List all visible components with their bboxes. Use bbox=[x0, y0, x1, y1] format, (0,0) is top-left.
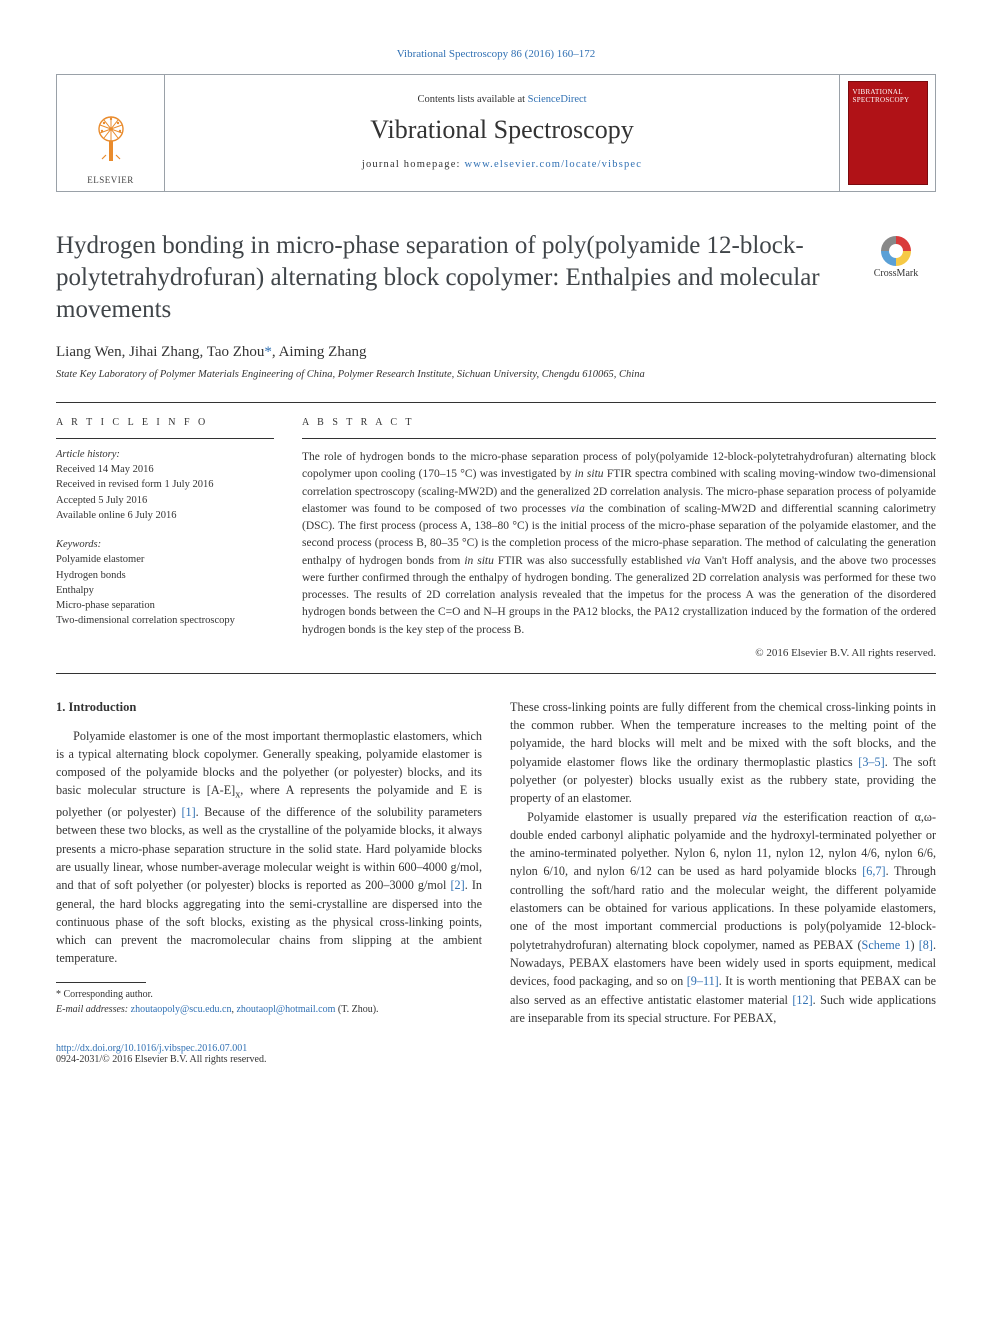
history-revised: Received in revised form 1 July 2016 bbox=[56, 477, 274, 492]
sciencedirect-link[interactable]: ScienceDirect bbox=[528, 94, 587, 105]
doi-block: http://dx.doi.org/10.1016/j.vibspec.2016… bbox=[56, 1043, 936, 1065]
abstract-text: The role of hydrogen bonds to the micro-… bbox=[302, 449, 936, 639]
homepage-prefix: journal homepage: bbox=[362, 159, 465, 170]
journal-header-center: Contents lists available at ScienceDirec… bbox=[165, 75, 839, 191]
article-history: Article history: Received 14 May 2016 Re… bbox=[56, 447, 274, 523]
cover-thumb-cell: VIBRATIONAL SPECTROSCOPY bbox=[839, 75, 935, 191]
doi-link[interactable]: http://dx.doi.org/10.1016/j.vibspec.2016… bbox=[56, 1043, 247, 1054]
journal-header-box: ELSEVIER Contents lists available at Sci… bbox=[56, 74, 936, 192]
keyword: Hydrogen bonds bbox=[56, 568, 274, 583]
journal-homepage-line: journal homepage: www.elsevier.com/locat… bbox=[173, 159, 831, 170]
email-label: E-mail addresses: bbox=[56, 1004, 128, 1015]
crossmark-icon bbox=[881, 236, 911, 266]
elsevier-tree-icon bbox=[84, 111, 138, 173]
history-received: Received 14 May 2016 bbox=[56, 462, 274, 477]
abstract-label: A B S T R A C T bbox=[302, 417, 936, 428]
contents-prefix: Contents lists available at bbox=[417, 94, 527, 105]
cover-title: VIBRATIONAL SPECTROSCOPY bbox=[853, 88, 923, 105]
divider-top bbox=[56, 402, 936, 403]
corr-email-1[interactable]: zhoutaopoly@scu.edu.cn bbox=[131, 1004, 232, 1015]
authors-line: Liang Wen, Jihai Zhang, Tao Zhou*, Aimin… bbox=[56, 344, 936, 361]
intro-paragraph-3: Polyamide elastomer is usually prepared … bbox=[510, 808, 936, 1028]
contents-available-line: Contents lists available at ScienceDirec… bbox=[173, 94, 831, 105]
history-online: Available online 6 July 2016 bbox=[56, 508, 274, 523]
keyword: Enthalpy bbox=[56, 583, 274, 598]
affiliation: State Key Laboratory of Polymer Material… bbox=[56, 369, 936, 380]
keyword: Polyamide elastomer bbox=[56, 552, 274, 567]
issn-copyright: 0924-2031/© 2016 Elsevier B.V. All right… bbox=[56, 1054, 266, 1065]
intro-paragraph-2: These cross-linking points are fully dif… bbox=[510, 698, 936, 808]
corr-email-2[interactable]: zhoutaopl@hotmail.com bbox=[236, 1004, 335, 1015]
keyword: Two-dimensional correlation spectroscopy bbox=[56, 613, 274, 628]
corresponding-author-footnote: * Corresponding author. E-mail addresses… bbox=[56, 987, 482, 1017]
corr-author-label: * Corresponding author. bbox=[56, 987, 482, 1002]
divider-bottom bbox=[56, 673, 936, 674]
journal-name: Vibrational Spectroscopy bbox=[173, 115, 831, 145]
crossmark-label: CrossMark bbox=[874, 268, 918, 279]
elsevier-logo: ELSEVIER bbox=[84, 111, 138, 185]
history-label: Article history: bbox=[56, 447, 274, 462]
footnote-separator bbox=[56, 982, 146, 983]
journal-cover-thumbnail: VIBRATIONAL SPECTROSCOPY bbox=[848, 81, 928, 185]
info-col-rule bbox=[56, 438, 274, 439]
citation-link[interactable]: Vibrational Spectroscopy 86 (2016) 160–1… bbox=[397, 48, 596, 60]
article-title: Hydrogen bonding in micro-phase separati… bbox=[56, 230, 838, 326]
section-heading-intro: 1. Introduction bbox=[56, 698, 482, 717]
abstract-copyright: © 2016 Elsevier B.V. All rights reserved… bbox=[302, 647, 936, 659]
abs-col-rule bbox=[302, 438, 936, 439]
keywords-block: Keywords: Polyamide elastomer Hydrogen b… bbox=[56, 537, 274, 628]
corr-email-name: (T. Zhou). bbox=[338, 1004, 379, 1015]
article-info-label: A R T I C L E I N F O bbox=[56, 417, 274, 428]
publisher-logo-cell: ELSEVIER bbox=[57, 75, 165, 191]
citation-header: Vibrational Spectroscopy 86 (2016) 160–1… bbox=[56, 48, 936, 60]
journal-homepage-link[interactable]: www.elsevier.com/locate/vibspec bbox=[465, 159, 643, 170]
elsevier-wordmark: ELSEVIER bbox=[84, 175, 138, 185]
crossmark-badge[interactable]: CrossMark bbox=[856, 236, 936, 279]
body-two-column: 1. Introduction Polyamide elastomer is o… bbox=[56, 698, 936, 1027]
keyword: Micro-phase separation bbox=[56, 598, 274, 613]
history-accepted: Accepted 5 July 2016 bbox=[56, 493, 274, 508]
keywords-label: Keywords: bbox=[56, 537, 274, 552]
intro-paragraph-1: Polyamide elastomer is one of the most i… bbox=[56, 727, 482, 968]
